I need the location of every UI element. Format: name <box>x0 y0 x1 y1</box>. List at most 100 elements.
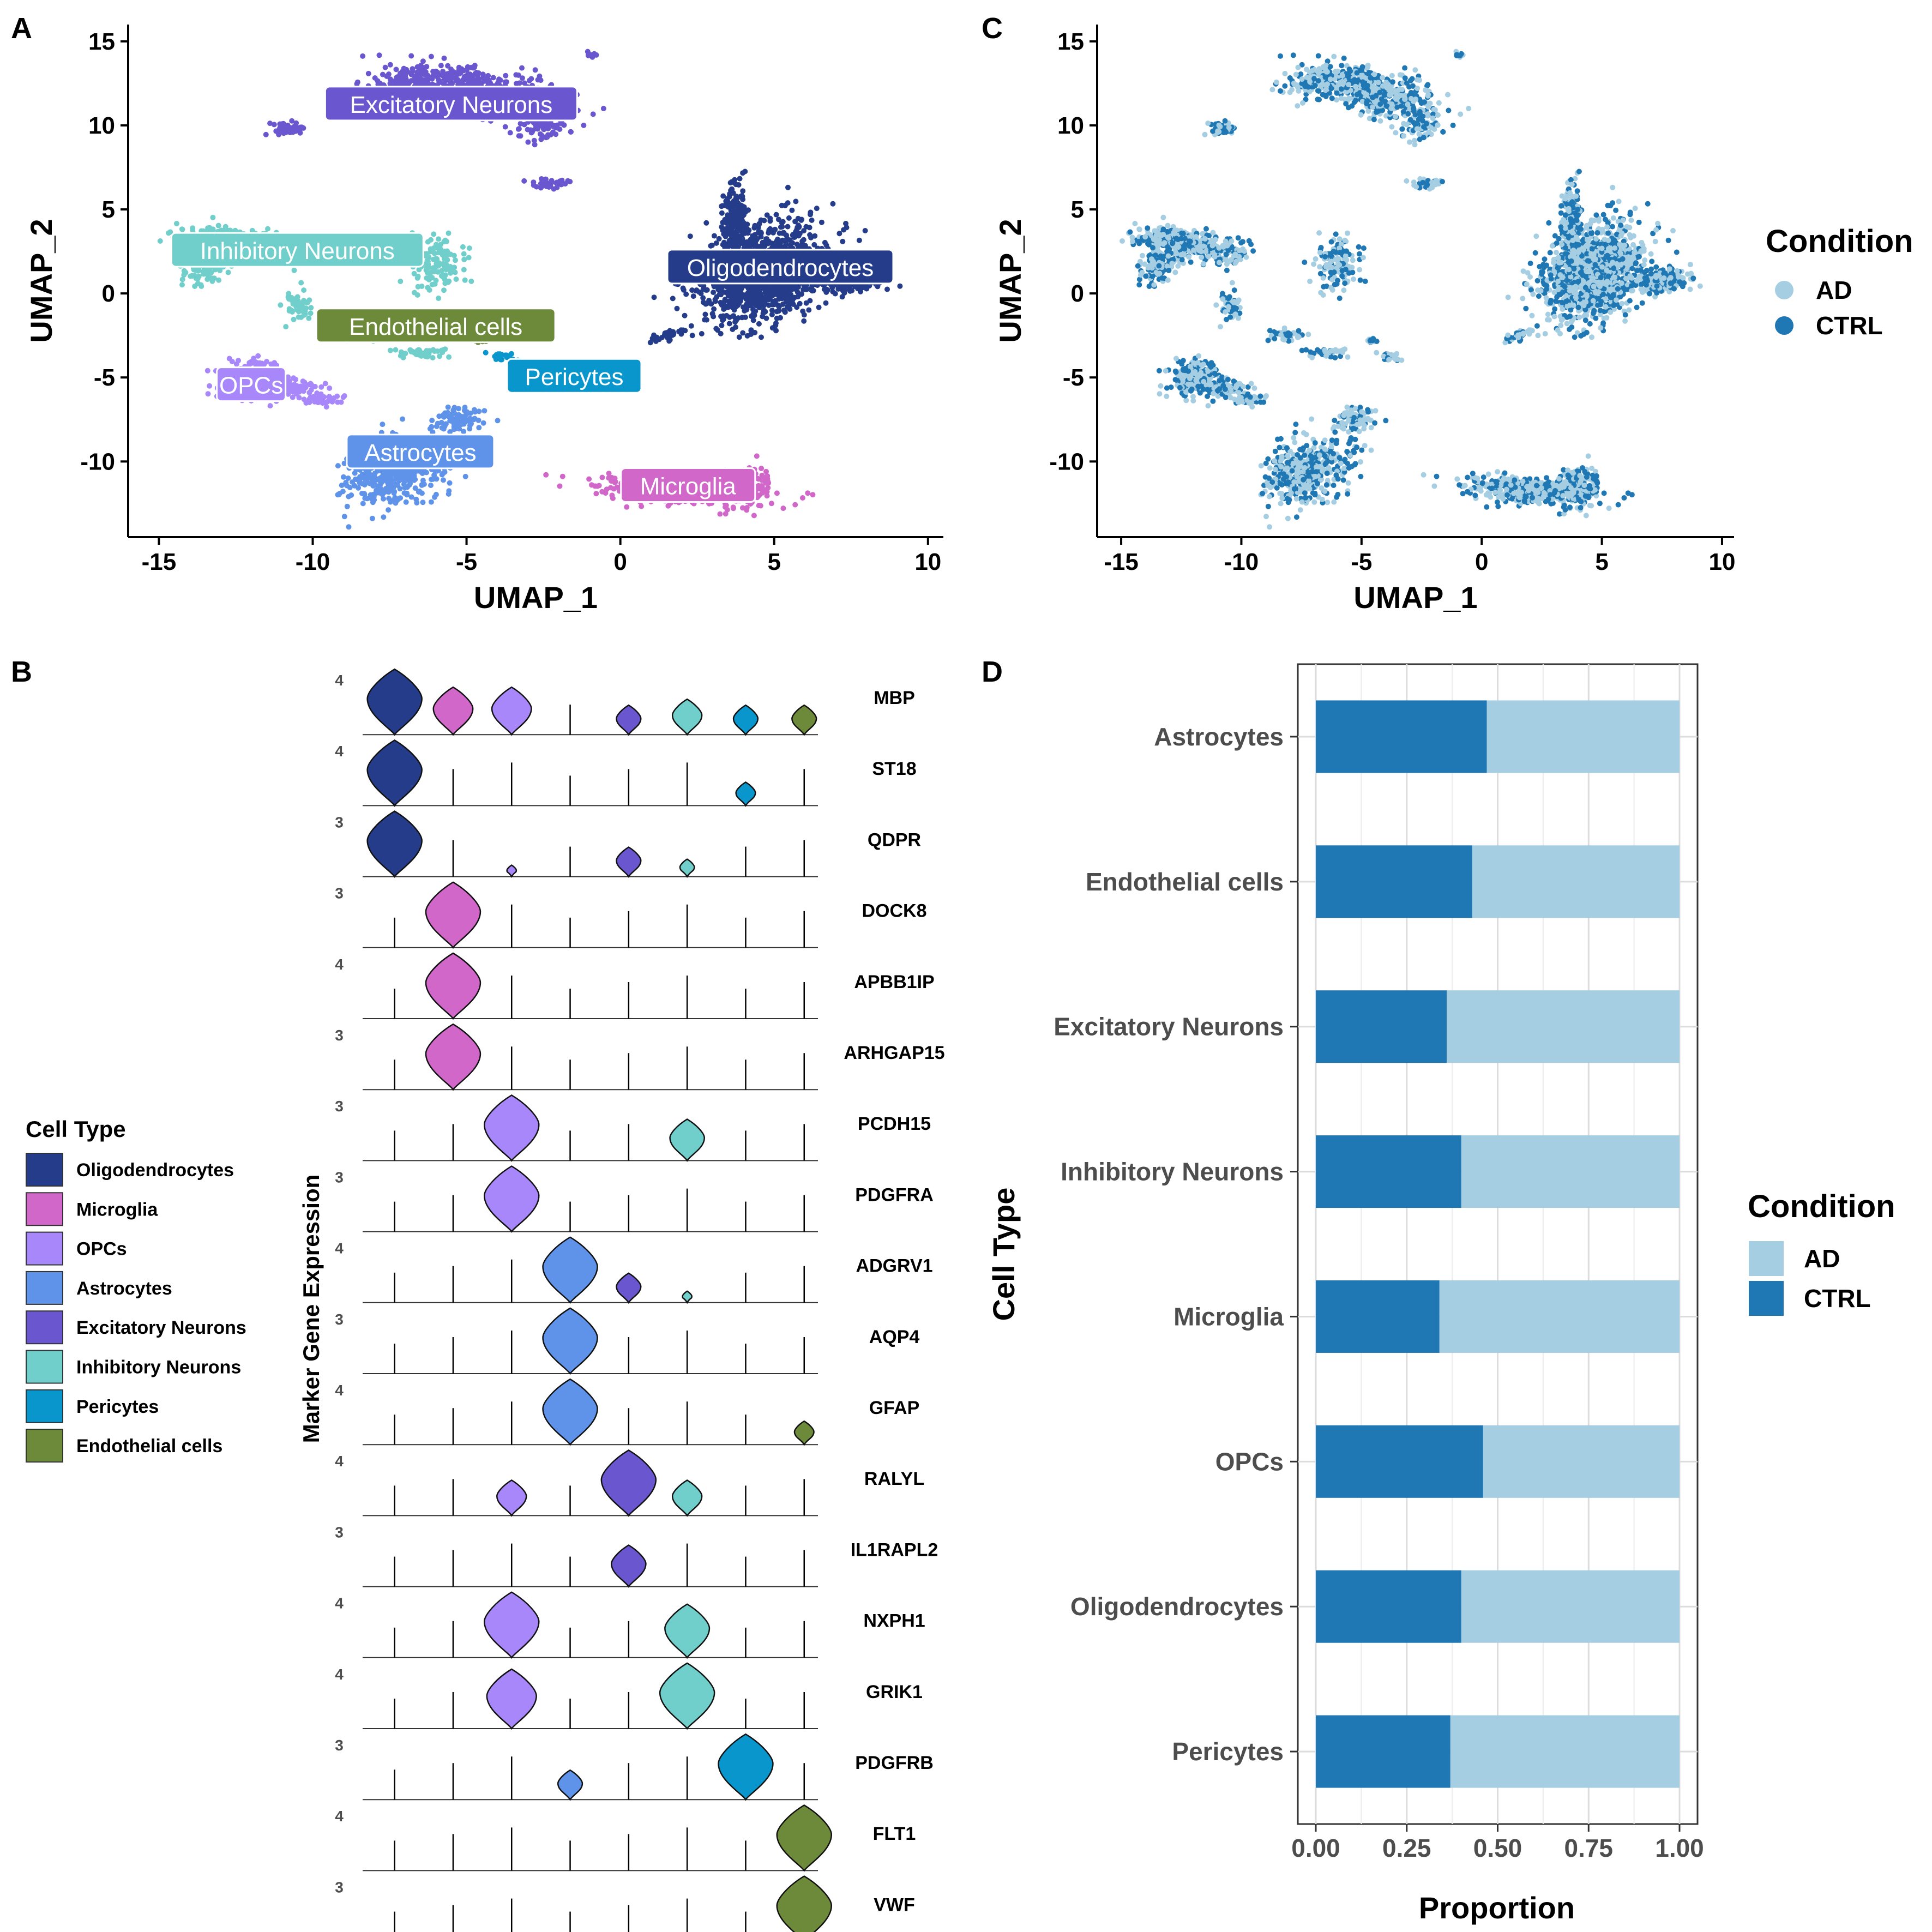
data-point <box>862 228 868 233</box>
data-point <box>731 224 737 230</box>
data-point <box>797 300 803 306</box>
data-point <box>786 215 792 221</box>
data-point <box>401 490 407 496</box>
data-point <box>483 350 489 356</box>
x-tick-label: -15 <box>142 549 177 575</box>
data-point <box>304 383 310 388</box>
data-point <box>226 356 232 362</box>
data-point <box>263 131 269 137</box>
data-point <box>681 287 687 293</box>
data-point <box>254 360 260 366</box>
data-point <box>769 284 775 290</box>
data-point <box>462 473 468 479</box>
data-point <box>446 230 452 236</box>
data-point <box>453 257 458 263</box>
umap-condition-points <box>1120 49 1703 530</box>
data-point <box>294 124 300 130</box>
data-point <box>809 217 815 223</box>
data-point <box>387 76 393 82</box>
y-tick-label: 0 <box>102 280 115 307</box>
data-point <box>718 330 724 336</box>
data-point <box>413 496 419 502</box>
data-point <box>298 280 304 286</box>
data-point <box>810 492 816 498</box>
data-point <box>438 273 444 279</box>
data-point <box>599 474 605 480</box>
data-point <box>517 133 523 139</box>
data-point <box>391 490 397 496</box>
data-point <box>758 230 764 236</box>
data-point <box>764 212 770 218</box>
data-point <box>748 303 754 309</box>
data-point <box>730 327 736 332</box>
data-point <box>430 355 436 360</box>
data-point <box>384 478 389 484</box>
data-point <box>461 251 467 257</box>
data-point <box>779 220 785 226</box>
data-point <box>823 286 829 292</box>
x-tick-label: 10 <box>914 549 941 575</box>
data-point <box>467 423 473 429</box>
data-point <box>365 70 371 76</box>
data-point <box>289 386 295 392</box>
data-point <box>719 210 725 216</box>
data-point <box>433 256 439 262</box>
data-point <box>538 136 544 142</box>
data-point <box>586 476 592 482</box>
data-point <box>293 376 299 382</box>
data-point <box>724 284 730 290</box>
data-point <box>780 237 785 243</box>
data-point <box>396 478 402 484</box>
data-point <box>471 64 477 70</box>
data-point <box>534 184 539 190</box>
data-point <box>737 176 743 182</box>
data-point <box>806 307 812 313</box>
data-point <box>806 225 812 231</box>
data-point <box>495 80 501 86</box>
data-point <box>369 515 375 521</box>
data-point <box>535 126 540 132</box>
data-point <box>712 298 718 304</box>
data-point <box>374 490 380 496</box>
data-point <box>792 286 797 292</box>
data-point <box>703 220 709 226</box>
data-point <box>442 280 448 286</box>
data-point <box>433 491 439 497</box>
data-point <box>420 499 426 505</box>
data-point <box>424 348 430 354</box>
data-point <box>738 284 744 290</box>
data-point <box>293 304 299 310</box>
data-point <box>293 296 299 302</box>
data-point <box>698 291 704 297</box>
data-point <box>386 489 392 495</box>
data-point <box>794 227 800 233</box>
data-point <box>790 240 795 246</box>
data-point <box>521 178 527 184</box>
data-point <box>335 463 341 469</box>
data-point <box>720 316 726 322</box>
data-point <box>769 311 775 317</box>
data-point <box>429 269 435 275</box>
data-point <box>773 320 779 326</box>
data-point <box>321 394 327 400</box>
data-point <box>157 238 163 244</box>
data-point <box>210 226 216 232</box>
data-point <box>499 357 504 363</box>
data-point <box>404 473 410 479</box>
data-point <box>752 232 758 238</box>
data-point <box>359 490 365 496</box>
data-point <box>559 177 565 183</box>
data-point <box>700 286 706 292</box>
data-point <box>741 304 747 310</box>
data-point <box>424 252 430 258</box>
data-point <box>782 309 788 315</box>
data-point <box>1552 306 1558 312</box>
data-point <box>778 224 784 230</box>
data-point <box>761 308 767 314</box>
data-point <box>441 287 447 293</box>
data-point <box>381 472 387 478</box>
data-point <box>205 270 211 276</box>
data-point <box>507 130 513 136</box>
data-point <box>784 236 790 242</box>
data-point <box>217 268 223 273</box>
